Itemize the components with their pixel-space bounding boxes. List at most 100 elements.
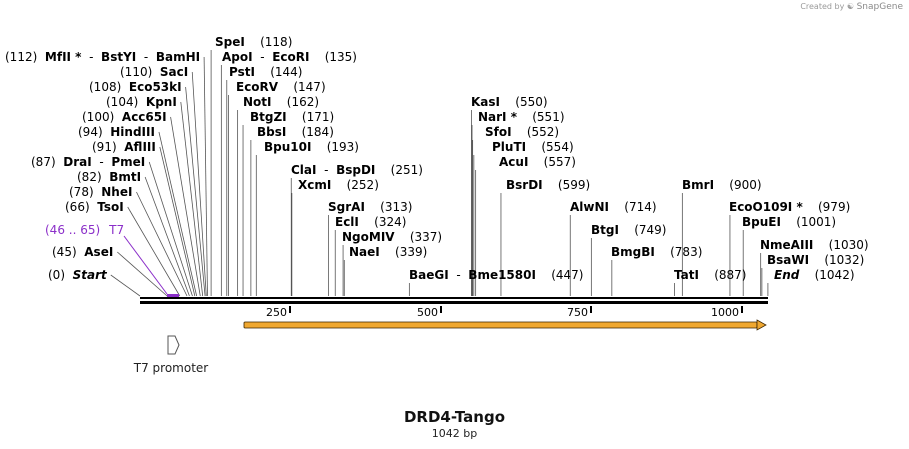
restriction-site-label[interactable]: (0) Start — [48, 268, 108, 282]
site-enzyme-name: SacI — [160, 65, 188, 79]
restriction-site-label[interactable]: BpuEI (1001) — [742, 215, 836, 229]
site-position: (135) — [309, 50, 357, 64]
restriction-site-label[interactable]: PstI (144) — [229, 65, 302, 79]
t7-feature-label[interactable]: (46 .. 65) T7 — [45, 223, 168, 295]
site-position: (251) — [375, 163, 423, 177]
restriction-site-label[interactable]: EclI (324) — [335, 215, 406, 229]
site-enzyme-name: BmrI — [682, 178, 714, 192]
restriction-site-label[interactable]: AlwNI (714) — [570, 200, 657, 214]
restriction-site-label[interactable]: ClaI - BspDI (251) — [291, 163, 423, 177]
site-enzyme-name: BstYI — [101, 50, 136, 64]
t7-promoter-feature[interactable]: T7 promoter — [133, 335, 209, 375]
site-enzyme-name: EcoRI — [272, 50, 309, 64]
site-enzyme-name: Eco53kI — [129, 80, 182, 94]
site-leader-line — [110, 274, 141, 297]
restriction-site-label[interactable]: TatI (887) — [674, 268, 746, 282]
site-enzyme-name: XcmI — [298, 178, 331, 192]
site-enzyme-name: DraI — [63, 155, 91, 169]
restriction-site-label[interactable]: SfoI (552) — [485, 125, 559, 139]
restriction-site-label[interactable]: (110) SacI — [120, 65, 188, 79]
site-leader-line — [127, 206, 181, 297]
restriction-site-label[interactable]: SgrAI (313) — [328, 200, 412, 214]
restriction-site-label[interactable]: BmgBI (783) — [611, 245, 702, 259]
site-label-text: BtgI (749) — [591, 223, 666, 237]
restriction-site-label[interactable]: (104) KpnI — [106, 95, 177, 109]
tick-label: 750 — [567, 306, 588, 319]
site-enzyme-name: ApoI — [222, 50, 253, 64]
site-enzyme-name: PluTI — [492, 140, 526, 154]
restriction-site-label[interactable]: BbsI (184) — [257, 125, 334, 139]
site-position: (45) — [52, 245, 84, 259]
restriction-site-label[interactable]: KasI (550) — [471, 95, 548, 109]
restriction-site-label[interactable]: EcoO109I * (979) — [729, 200, 850, 214]
restriction-site-label[interactable]: BsrDI (599) — [506, 178, 590, 192]
map-title: DRD4-Tango — [403, 408, 506, 426]
ruler: 250 500 750 1000 — [266, 306, 743, 319]
restriction-site-label[interactable]: (112) MfII * - BstYI - BamHI — [5, 50, 200, 64]
restriction-site-label[interactable]: NotI (162) — [243, 95, 319, 109]
site-position: (552) — [512, 125, 560, 139]
site-label-text: (0) Start — [48, 268, 108, 282]
site-enzyme-name: BsaWI — [767, 253, 809, 267]
site-position: (550) — [500, 95, 548, 109]
site-separator: - — [316, 163, 336, 177]
site-label-text: BbsI (184) — [257, 125, 334, 139]
restriction-site-label[interactable]: (78) NheI — [69, 185, 132, 199]
restriction-site-label[interactable]: ApoI - EcoRI (135) — [222, 50, 357, 64]
site-leader-line — [185, 86, 206, 297]
restriction-site-label[interactable]: BtgZI (171) — [250, 110, 334, 124]
site-leader-line — [136, 191, 188, 297]
site-label-text: BtgZI (171) — [250, 110, 334, 124]
credit-brand: SnapGene — [856, 2, 903, 12]
restriction-site-label[interactable]: Bpu10I (193) — [264, 140, 359, 154]
restriction-site-label[interactable]: (91) AflIII — [92, 140, 156, 154]
restriction-site-label[interactable]: (94) HindIII — [78, 125, 155, 139]
site-enzyme-name: NheI — [101, 185, 132, 199]
restriction-site-label[interactable]: NaeI (339) — [349, 245, 427, 259]
site-position: (447) — [536, 268, 584, 282]
site-position: (100) — [82, 110, 122, 124]
restriction-site-label[interactable]: PluTI (554) — [492, 140, 574, 154]
map-length: 1042 bp — [431, 427, 478, 440]
restriction-site-label[interactable]: AcuI (557) — [499, 155, 576, 169]
site-leader-line — [144, 176, 190, 297]
restriction-site-label[interactable]: (100) Acc65I — [82, 110, 167, 124]
feature-name: T7 — [108, 223, 124, 237]
site-enzyme-name: PmeI — [111, 155, 145, 169]
site-enzyme-name: KasI — [471, 95, 500, 109]
restriction-site-label[interactable]: XcmI (252) — [298, 178, 379, 192]
restriction-site-label[interactable]: (108) Eco53kI — [89, 80, 182, 94]
site-enzyme-name: Start — [73, 268, 108, 282]
restriction-site-label[interactable]: NgoMIV (337) — [342, 230, 442, 244]
restriction-site-label[interactable]: BtgI (749) — [591, 223, 666, 237]
site-label-text: BmgBI (783) — [611, 245, 702, 259]
site-enzyme-name: BamHI — [156, 50, 200, 64]
restriction-site-label[interactable]: (87) DraI - PmeI — [31, 155, 145, 169]
restriction-site-label[interactable]: NarI * (551) — [478, 110, 565, 124]
restriction-site-label[interactable]: (66) TsoI — [65, 200, 124, 214]
site-position: (252) — [331, 178, 379, 192]
restriction-site-label[interactable]: SpeI (118) — [215, 35, 292, 49]
t7-feature-bar[interactable] — [167, 294, 179, 297]
restriction-site-label[interactable]: (45) AseI — [52, 245, 113, 259]
restriction-site-label[interactable]: NmeAIII (1030) — [760, 238, 869, 252]
site-separator: - — [449, 268, 469, 282]
site-position: (324) — [359, 215, 407, 229]
site-label-text: (112) MfII * - BstYI - BamHI — [5, 50, 200, 64]
site-label-text: (110) SacI — [120, 65, 188, 79]
site-label-text: (100) Acc65I — [82, 110, 167, 124]
feature-leader-line — [123, 235, 168, 295]
tick-label: 250 — [266, 306, 287, 319]
restriction-site-label[interactable]: BaeGI - Bme1580I (447) — [409, 268, 583, 282]
restriction-site-label[interactable]: BsaWI (1032) — [767, 253, 864, 267]
restriction-site-label[interactable]: EcoRV (147) — [236, 80, 326, 94]
restriction-site-label[interactable]: End (1042) — [774, 268, 855, 282]
site-label-text: EclI (324) — [335, 215, 406, 229]
site-label-text: EcoO109I * (979) — [729, 200, 850, 214]
restriction-site-label[interactable]: (82) BmtI — [77, 170, 141, 184]
site-position: (1042) — [799, 268, 854, 282]
site-label-text: NarI * (551) — [478, 110, 565, 124]
site-enzyme-name: TsoI — [97, 200, 123, 214]
orf-arrow[interactable] — [243, 319, 767, 331]
restriction-site-label[interactable]: BmrI (900) — [682, 178, 762, 192]
